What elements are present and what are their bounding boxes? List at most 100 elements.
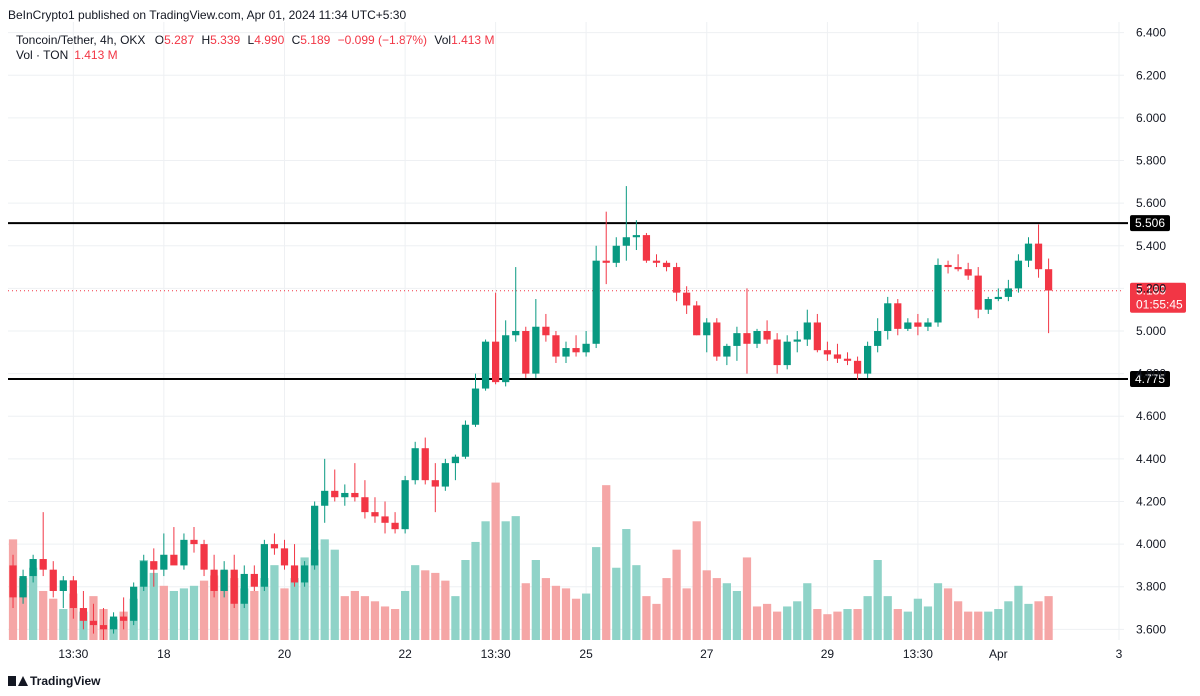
- candle: [693, 301, 701, 336]
- candle: [461, 420, 470, 459]
- candle-body: [150, 561, 158, 570]
- volume-bar: [692, 521, 701, 640]
- candle: [411, 441, 419, 485]
- candle: [1014, 254, 1023, 293]
- volume-bar: [350, 590, 359, 640]
- candle: [874, 318, 882, 353]
- candle-body: [69, 580, 77, 609]
- candle-body: [793, 339, 801, 342]
- candle-body: [331, 490, 339, 498]
- candle-body: [240, 573, 248, 604]
- time-axis[interactable]: 13:30 18 20 22 13:30 25 27 29 13:30 Apr 3: [58, 647, 1122, 661]
- candle-body: [431, 480, 439, 487]
- volume-bars: [8, 482, 1053, 640]
- candle-body: [783, 341, 791, 366]
- candle-body: [130, 586, 138, 621]
- volume-bar: [953, 601, 963, 640]
- candle: [833, 343, 842, 363]
- candle-body: [200, 544, 208, 570]
- candle-body: [924, 322, 932, 327]
- y-tick-label: 6.400: [1136, 26, 1166, 40]
- candle-body: [471, 388, 480, 425]
- x-tick-label: 20: [278, 647, 292, 661]
- volume-bar: [913, 598, 923, 640]
- y-tick-label: 5.200: [1136, 281, 1166, 295]
- volume-bar: [602, 485, 611, 640]
- candle-body: [994, 296, 1002, 300]
- candle-body: [984, 299, 992, 310]
- candle-body: [652, 260, 661, 263]
- volume-bar: [773, 611, 782, 640]
- candle: [602, 211, 610, 285]
- volume-bar: [974, 611, 983, 640]
- candle-body: [220, 569, 228, 591]
- candle: [200, 539, 208, 577]
- candle: [843, 352, 852, 366]
- volume-bar: [933, 583, 943, 640]
- volume-bar: [18, 578, 28, 640]
- volume-bar: [360, 596, 370, 640]
- candle: [140, 554, 148, 591]
- volume-bar: [169, 590, 179, 640]
- volume-bar: [1004, 601, 1013, 640]
- candle: [39, 512, 47, 577]
- candle-body: [481, 341, 490, 389]
- volume-bar: [622, 529, 631, 640]
- candle-body: [502, 335, 510, 383]
- low-value: 4.990: [254, 33, 285, 47]
- candle: [763, 320, 771, 344]
- price-axis[interactable]: 6.400 6.200 6.000 5.800 5.600 5.400 5.200 5.000…: [1136, 26, 1166, 637]
- volume-bar: [481, 521, 490, 640]
- volume-bar: [320, 539, 329, 640]
- volume-bar: [310, 549, 319, 640]
- volume-bar: [270, 565, 279, 640]
- candle: [9, 554, 17, 609]
- candle-body: [532, 326, 540, 374]
- y-tick-label: 5.600: [1136, 196, 1166, 210]
- candle: [753, 328, 761, 349]
- candle: [994, 288, 1002, 302]
- candle: [311, 501, 319, 570]
- candle: [371, 497, 379, 523]
- y-tick-label: 5.000: [1136, 324, 1166, 338]
- volume-bar: [501, 521, 510, 640]
- volume-bar: [199, 580, 209, 640]
- candle: [270, 533, 279, 555]
- candle: [592, 245, 600, 349]
- candle: [170, 527, 178, 566]
- y-tick-label: 4.000: [1136, 537, 1166, 551]
- candle: [240, 565, 248, 609]
- volume-bar: [843, 609, 852, 640]
- candle-body: [140, 561, 148, 587]
- candle-body: [562, 348, 570, 357]
- candle-body: [99, 625, 108, 630]
- candle-body: [672, 267, 681, 293]
- candle: [401, 475, 409, 534]
- candle-body: [642, 235, 651, 261]
- candle: [391, 512, 399, 534]
- volume-bar: [240, 588, 249, 640]
- candle-body: [79, 608, 88, 621]
- candle: [120, 597, 128, 630]
- symbol-title[interactable]: Toncoin/Tether, 4h, OKX: [16, 33, 146, 47]
- candle: [341, 484, 349, 506]
- candle-body: [622, 237, 630, 246]
- candle-body: [381, 516, 389, 523]
- last-price-label-bg: [1130, 282, 1186, 313]
- candle: [803, 309, 811, 346]
- candle: [29, 554, 37, 583]
- candle-body: [341, 492, 349, 498]
- candle: [1034, 224, 1043, 278]
- y-tick-label: 3.800: [1136, 580, 1166, 594]
- candle-body: [89, 620, 98, 626]
- candle: [492, 292, 500, 385]
- volume-bar: [511, 516, 520, 640]
- vol-label: Vol: [434, 33, 452, 47]
- volume-bar: [783, 606, 792, 640]
- candle-body: [120, 616, 128, 621]
- candle-body: [391, 522, 399, 530]
- vol-ton-label[interactable]: Vol · TON: [16, 48, 69, 62]
- candle: [974, 267, 982, 319]
- tradingview-footer[interactable]: TradingView: [8, 674, 100, 688]
